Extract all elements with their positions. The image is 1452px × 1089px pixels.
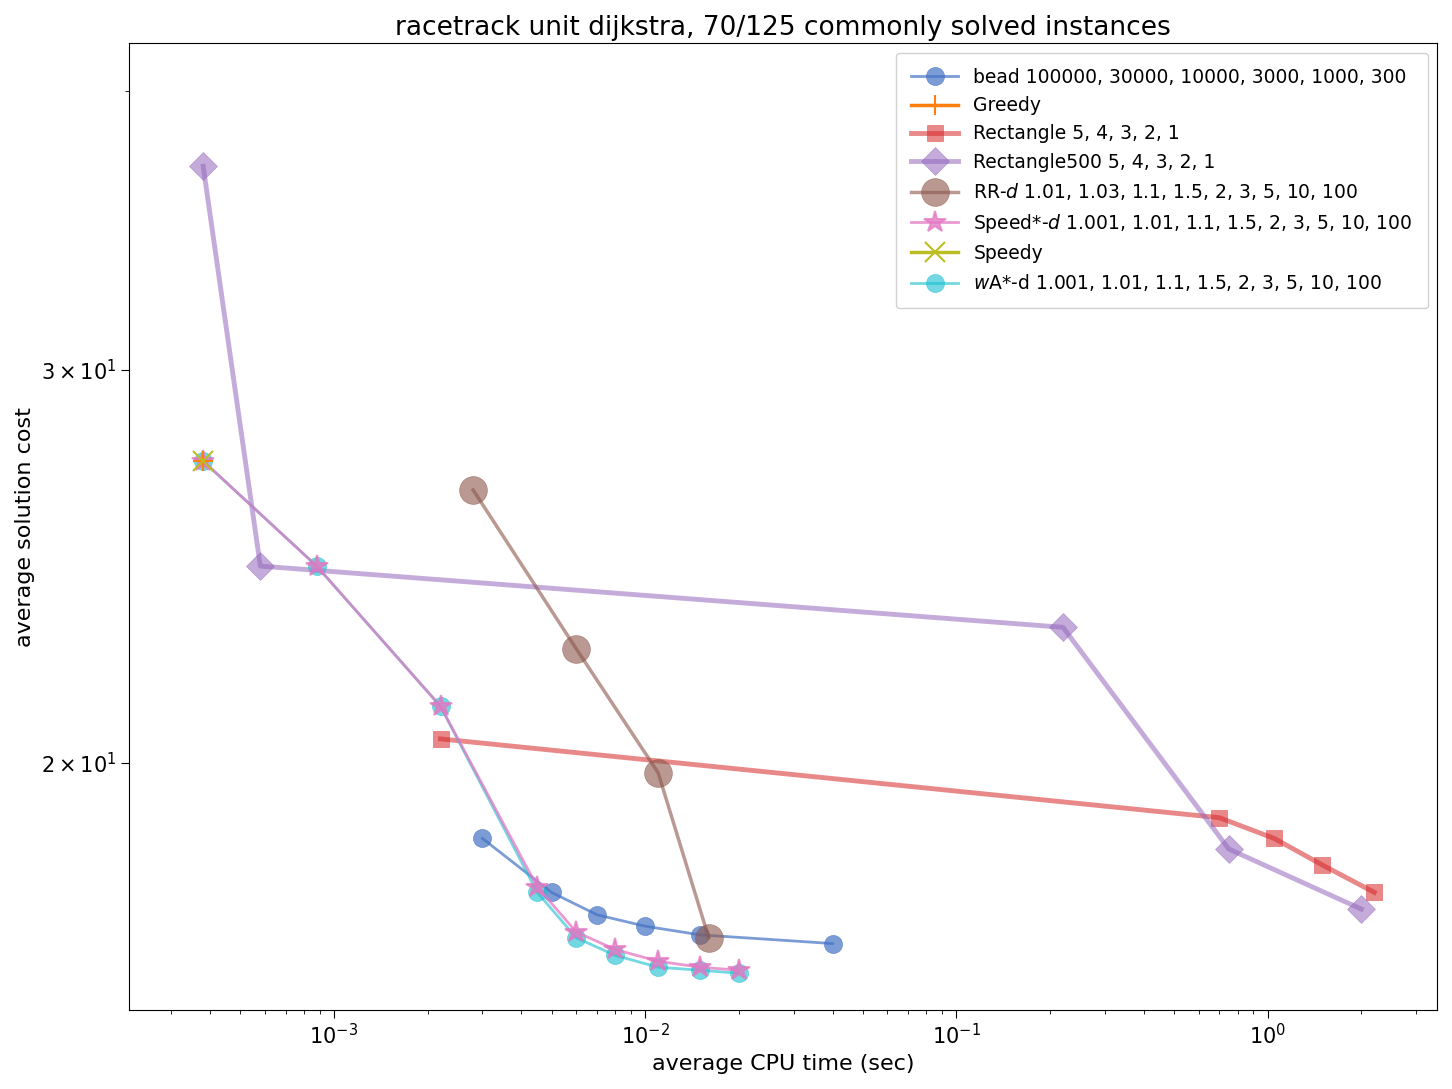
wA*-d 1.001, 1.01, 1.1, 1.5, 2, 3, 5, 10, 100 xyxy=(649,960,666,974)
Legend: bead 100000, 30000, 10000, 3000, 1000, 300, Greedy, Rectangle 5, 4, 3, 2, 1, Rec: bead 100000, 30000, 10000, 3000, 1000, 3… xyxy=(896,52,1427,308)
Line: bead 100000, 30000, 10000, 3000, 1000, 300: bead 100000, 30000, 10000, 3000, 1000, 3… xyxy=(473,830,842,953)
Rectangle500 5, 4, 3, 2, 1 xyxy=(1353,903,1371,916)
RR-d 1.01, 1.03, 1.1, 1.5, 2, 3, 5, 10, 100 xyxy=(568,643,585,656)
wA*-d 1.001, 1.01, 1.1, 1.5, 2, 3, 5, 10, 100 xyxy=(195,454,212,467)
Speed*-d 1.001, 1.01, 1.1, 1.5, 2, 3, 5, 10, 100 xyxy=(195,454,212,467)
Rectangle 5, 4, 3, 2, 1 xyxy=(1266,832,1284,845)
Rectangle 5, 4, 3, 2, 1 xyxy=(1314,858,1331,871)
bead 100000, 30000, 10000, 3000, 1000, 300 xyxy=(473,832,491,845)
Speed*-d 1.001, 1.01, 1.1, 1.5, 2, 3, 5, 10, 100 xyxy=(730,964,748,977)
Speed*-d 1.001, 1.01, 1.1, 1.5, 2, 3, 5, 10, 100 xyxy=(691,960,709,974)
Speed*-d 1.001, 1.01, 1.1, 1.5, 2, 3, 5, 10, 100 xyxy=(308,560,325,573)
Speed*-d 1.001, 1.01, 1.1, 1.5, 2, 3, 5, 10, 100 xyxy=(568,926,585,939)
bead 100000, 30000, 10000, 3000, 1000, 300 xyxy=(636,919,653,932)
wA*-d 1.001, 1.01, 1.1, 1.5, 2, 3, 5, 10, 100 xyxy=(607,949,624,962)
Rectangle 5, 4, 3, 2, 1 xyxy=(1211,811,1228,824)
Line: wA*-d 1.001, 1.01, 1.1, 1.5, 2, 3, 5, 10, 100: wA*-d 1.001, 1.01, 1.1, 1.5, 2, 3, 5, 10… xyxy=(195,452,748,982)
Title: racetrack unit dijkstra, 70/125 commonly solved instances: racetrack unit dijkstra, 70/125 commonly… xyxy=(395,15,1170,41)
Line: Rectangle 5, 4, 3, 2, 1: Rectangle 5, 4, 3, 2, 1 xyxy=(433,731,1382,901)
Line: Speed*-d 1.001, 1.01, 1.1, 1.5, 2, 3, 5, 10, 100: Speed*-d 1.001, 1.01, 1.1, 1.5, 2, 3, 5,… xyxy=(192,450,751,981)
Y-axis label: average solution cost: average solution cost xyxy=(15,407,35,647)
wA*-d 1.001, 1.01, 1.1, 1.5, 2, 3, 5, 10, 100 xyxy=(568,931,585,944)
wA*-d 1.001, 1.01, 1.1, 1.5, 2, 3, 5, 10, 100 xyxy=(431,700,449,713)
bead 100000, 30000, 10000, 3000, 1000, 300 xyxy=(588,908,605,921)
wA*-d 1.001, 1.01, 1.1, 1.5, 2, 3, 5, 10, 100 xyxy=(691,964,709,977)
Rectangle500 5, 4, 3, 2, 1 xyxy=(251,560,269,573)
RR-d 1.01, 1.03, 1.1, 1.5, 2, 3, 5, 10, 100 xyxy=(649,766,666,779)
bead 100000, 30000, 10000, 3000, 1000, 300 xyxy=(543,885,560,898)
Rectangle500 5, 4, 3, 2, 1 xyxy=(195,160,212,173)
Speed*-d 1.001, 1.01, 1.1, 1.5, 2, 3, 5, 10, 100 xyxy=(431,700,449,713)
Speed*-d 1.001, 1.01, 1.1, 1.5, 2, 3, 5, 10, 100 xyxy=(607,943,624,956)
wA*-d 1.001, 1.01, 1.1, 1.5, 2, 3, 5, 10, 100 xyxy=(308,560,325,573)
Line: RR-d 1.01, 1.03, 1.1, 1.5, 2, 3, 5, 10, 100: RR-d 1.01, 1.03, 1.1, 1.5, 2, 3, 5, 10, … xyxy=(459,476,723,952)
Rectangle 5, 4, 3, 2, 1 xyxy=(431,733,449,746)
Rectangle 5, 4, 3, 2, 1 xyxy=(1365,885,1382,898)
Rectangle500 5, 4, 3, 2, 1 xyxy=(1054,621,1072,634)
bead 100000, 30000, 10000, 3000, 1000, 300 xyxy=(823,937,841,950)
wA*-d 1.001, 1.01, 1.1, 1.5, 2, 3, 5, 10, 100 xyxy=(730,967,748,980)
Speed*-d 1.001, 1.01, 1.1, 1.5, 2, 3, 5, 10, 100 xyxy=(649,955,666,968)
X-axis label: average CPU time (sec): average CPU time (sec) xyxy=(652,1054,915,1074)
Line: Rectangle500 5, 4, 3, 2, 1: Rectangle500 5, 4, 3, 2, 1 xyxy=(193,157,1371,919)
RR-d 1.01, 1.03, 1.1, 1.5, 2, 3, 5, 10, 100 xyxy=(700,931,717,944)
bead 100000, 30000, 10000, 3000, 1000, 300 xyxy=(691,928,709,941)
Rectangle500 5, 4, 3, 2, 1 xyxy=(1220,843,1237,856)
wA*-d 1.001, 1.01, 1.1, 1.5, 2, 3, 5, 10, 100 xyxy=(529,885,546,898)
RR-d 1.01, 1.03, 1.1, 1.5, 2, 3, 5, 10, 100 xyxy=(465,484,482,497)
Speed*-d 1.001, 1.01, 1.1, 1.5, 2, 3, 5, 10, 100 xyxy=(529,880,546,893)
